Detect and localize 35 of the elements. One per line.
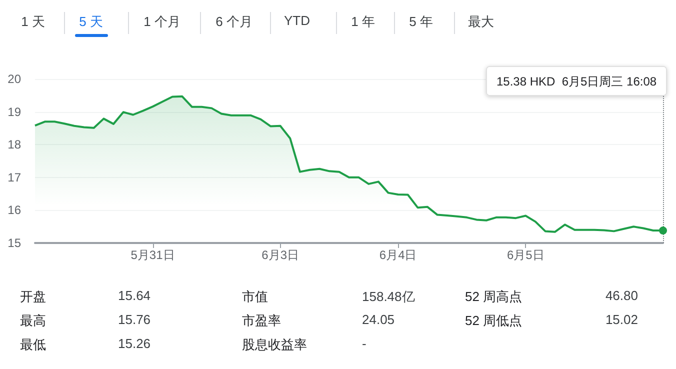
text: 6 个月	[214, 13, 254, 31]
y-tick-label: 20	[8, 72, 22, 86]
annotation: 15.38 HKD 6月5日周三 16:08	[496, 74, 657, 88]
text: 开盘	[20, 288, 46, 306]
text: 5 天	[78, 13, 104, 31]
text: 15.02	[604, 312, 638, 327]
text: -	[362, 336, 366, 351]
text: 15.64	[118, 288, 151, 303]
text: 股息收益率	[242, 336, 307, 354]
x-tick-label: 6月3日	[262, 248, 299, 262]
text: 15.26	[118, 336, 151, 351]
x-tick-label: 5月31日	[130, 248, 175, 262]
text: 1 年	[350, 13, 376, 31]
text: 158.48亿	[362, 288, 415, 306]
y-tick-label: 19	[8, 104, 22, 119]
y-tick-label: 18	[8, 138, 22, 152]
text: 52 周低点	[465, 312, 522, 330]
text: 最高	[20, 312, 46, 330]
text: 15.76	[118, 312, 151, 327]
y-tick-label: 15	[8, 236, 22, 250]
text: 1 天	[20, 13, 46, 31]
text: 最大	[467, 13, 495, 31]
text: 1 个月	[142, 13, 182, 31]
x-tick-label: 6月4日	[379, 248, 417, 262]
y-tick-label: 16	[8, 203, 22, 218]
text: 市盈率	[242, 312, 281, 330]
text: 最低	[20, 336, 46, 354]
text: 市值	[242, 288, 268, 306]
text: 46.80	[604, 288, 638, 303]
text: 24.05	[362, 312, 395, 327]
text: 5 年	[408, 13, 434, 31]
text: YTD	[283, 13, 311, 28]
x-tick-label: 6月5日	[506, 248, 544, 262]
text: 52 周高点	[465, 288, 522, 306]
y-tick-label: 17	[8, 170, 22, 184]
